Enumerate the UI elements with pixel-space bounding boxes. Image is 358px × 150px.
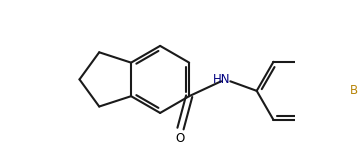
Text: Br: Br <box>350 84 358 97</box>
Text: HN: HN <box>213 73 231 86</box>
Text: O: O <box>175 132 184 145</box>
